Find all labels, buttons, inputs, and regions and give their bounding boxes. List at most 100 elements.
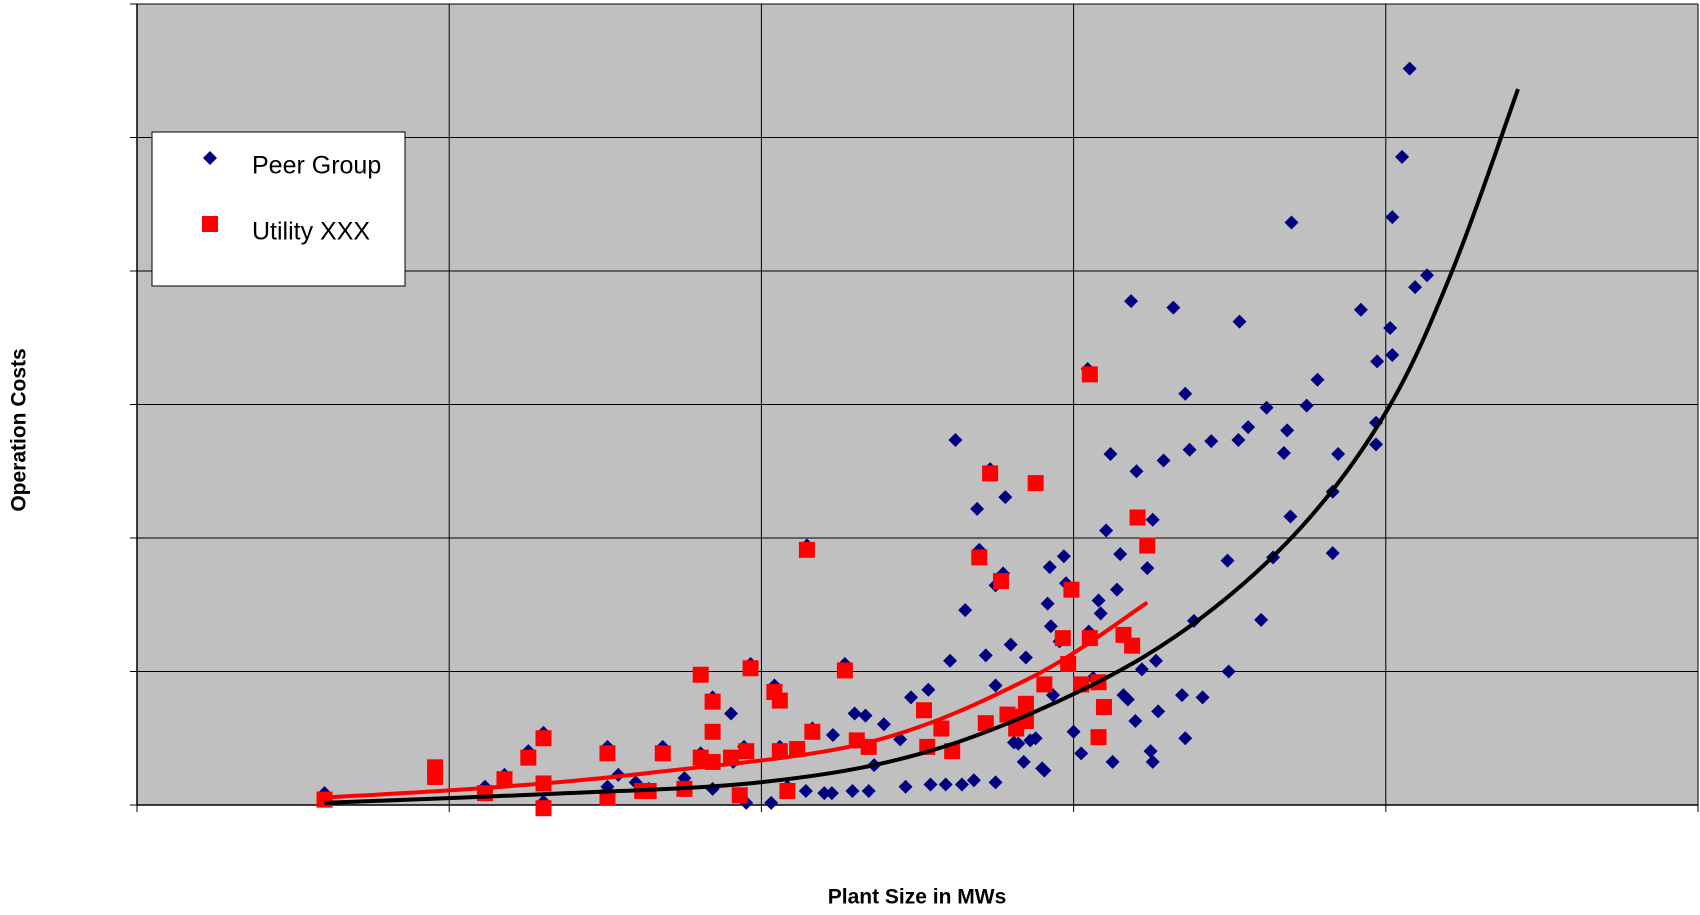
point [1006, 735, 1021, 750]
point [1139, 537, 1156, 554]
point [1016, 754, 1031, 769]
point [1284, 215, 1299, 230]
point [824, 786, 839, 801]
point [1175, 688, 1190, 703]
point [1095, 699, 1112, 716]
point [1128, 714, 1143, 729]
point [970, 501, 985, 516]
point [1148, 653, 1163, 668]
point [1178, 731, 1193, 746]
point [789, 741, 806, 758]
point [1028, 731, 1043, 746]
point [998, 490, 1013, 505]
point [1151, 704, 1166, 719]
point [1283, 509, 1298, 524]
point [771, 692, 788, 709]
point [847, 706, 862, 721]
point [966, 773, 981, 788]
point [1143, 744, 1158, 759]
point [1120, 692, 1135, 707]
point [731, 787, 748, 804]
point [804, 723, 821, 740]
legend-marker [202, 216, 218, 232]
point [1182, 442, 1197, 457]
point [779, 783, 796, 800]
point [1124, 294, 1139, 309]
point [1093, 606, 1108, 621]
point [427, 769, 444, 786]
point [933, 720, 950, 737]
point [999, 706, 1016, 723]
legend-marker [203, 151, 217, 165]
point [1383, 321, 1398, 336]
point [1109, 582, 1124, 597]
point [738, 743, 755, 760]
point [1156, 453, 1171, 468]
trendline [324, 88, 1520, 805]
point [1221, 664, 1236, 679]
point [1140, 561, 1155, 576]
point [1145, 512, 1160, 527]
point [988, 678, 1003, 693]
point [724, 706, 739, 721]
legend-label: Utility XXX [252, 218, 370, 246]
point [798, 784, 813, 799]
point [742, 660, 759, 677]
point [798, 541, 815, 558]
point [1231, 433, 1246, 448]
point [1310, 372, 1325, 387]
point [1395, 149, 1410, 164]
point [971, 549, 988, 566]
point [1043, 619, 1058, 634]
point [1325, 546, 1340, 561]
point [1280, 423, 1295, 438]
point [1091, 593, 1106, 608]
point [943, 653, 958, 668]
point [1074, 746, 1089, 761]
point [1081, 366, 1098, 383]
point [1204, 434, 1219, 449]
point [535, 800, 552, 817]
point [1178, 386, 1193, 401]
point [1276, 445, 1291, 460]
point [836, 662, 853, 679]
point [1040, 596, 1055, 611]
point [654, 745, 671, 762]
point [316, 791, 333, 808]
point [958, 603, 973, 618]
point [704, 723, 721, 740]
point [692, 666, 709, 683]
point [1066, 724, 1081, 739]
y-axis-label: Operation Costs [8, 348, 31, 511]
point [1402, 61, 1417, 76]
point [923, 777, 938, 792]
point [1103, 447, 1118, 462]
point [771, 743, 788, 760]
point [1018, 650, 1033, 665]
point [1017, 695, 1034, 712]
point [1129, 509, 1146, 526]
point [1232, 314, 1247, 329]
point [1063, 581, 1080, 598]
point [1036, 676, 1053, 693]
point [1113, 547, 1128, 562]
point [520, 749, 537, 766]
point [1081, 630, 1098, 647]
point [1099, 523, 1114, 538]
point [992, 573, 1009, 590]
point [1408, 280, 1423, 295]
point [1035, 761, 1050, 776]
point [1124, 637, 1141, 654]
point [1419, 268, 1434, 283]
point [1090, 729, 1107, 746]
point [1241, 420, 1256, 435]
point [1385, 210, 1400, 225]
point [496, 771, 513, 788]
point [1129, 464, 1144, 479]
point [916, 702, 933, 719]
point [1385, 347, 1400, 362]
point [1195, 690, 1210, 705]
point [599, 745, 616, 762]
point [1220, 553, 1235, 568]
